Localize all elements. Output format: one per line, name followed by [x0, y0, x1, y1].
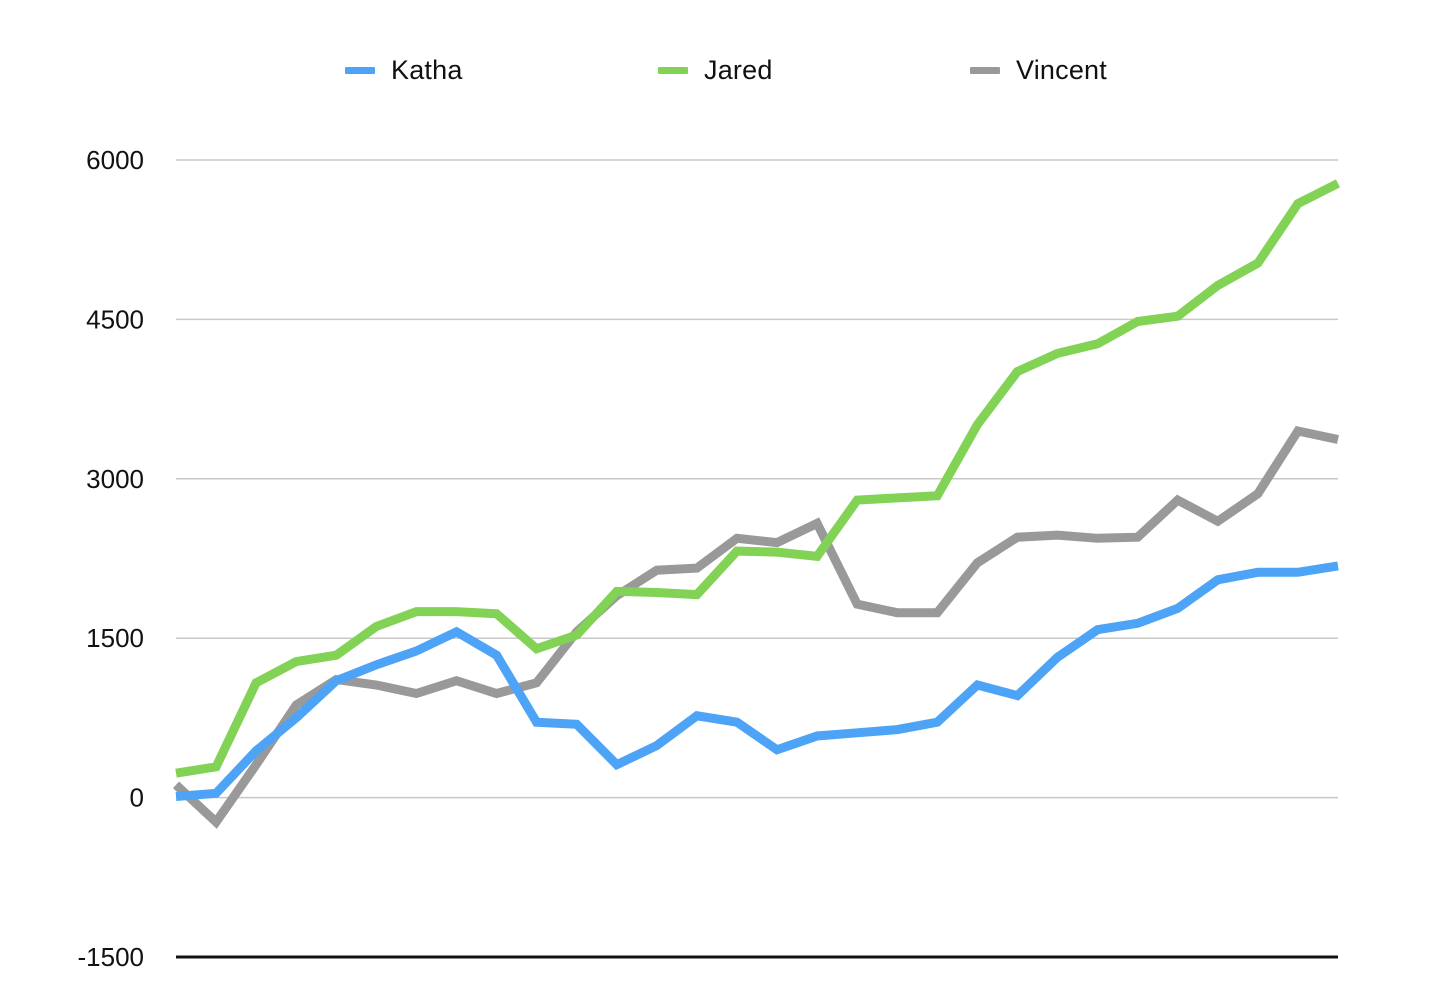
y-tick-label: 4500: [86, 304, 144, 334]
legend-label-katha: Katha: [391, 54, 463, 85]
y-tick-label: 0: [130, 783, 144, 813]
legend-label-vincent: Vincent: [1016, 54, 1107, 85]
series-line-katha: [175, 561, 1339, 801]
y-tick-label: 6000: [86, 145, 144, 175]
y-tick-label: -1500: [78, 942, 145, 972]
legend-item-jared: Jared: [658, 52, 773, 88]
legend-item-vincent: Vincent: [970, 52, 1107, 88]
y-axis-ticks: 6000 4500 3000 1500 0 -1500: [78, 145, 145, 972]
legend-swatch-vincent: [970, 66, 1000, 74]
legend-swatch-jared: [658, 66, 688, 74]
legend-label-jared: Jared: [704, 54, 773, 85]
series-line-vincent: [172, 425, 1339, 829]
y-tick-label: 3000: [86, 464, 144, 494]
series-line-jared: [175, 179, 1341, 778]
legend: Katha Jared Vincent: [0, 52, 1440, 88]
legend-swatch-katha: [345, 66, 375, 74]
series-lines: [172, 179, 1341, 829]
legend-item-katha: Katha: [345, 52, 463, 88]
gridlines: [176, 159, 1338, 799]
y-tick-label: 1500: [86, 623, 144, 653]
